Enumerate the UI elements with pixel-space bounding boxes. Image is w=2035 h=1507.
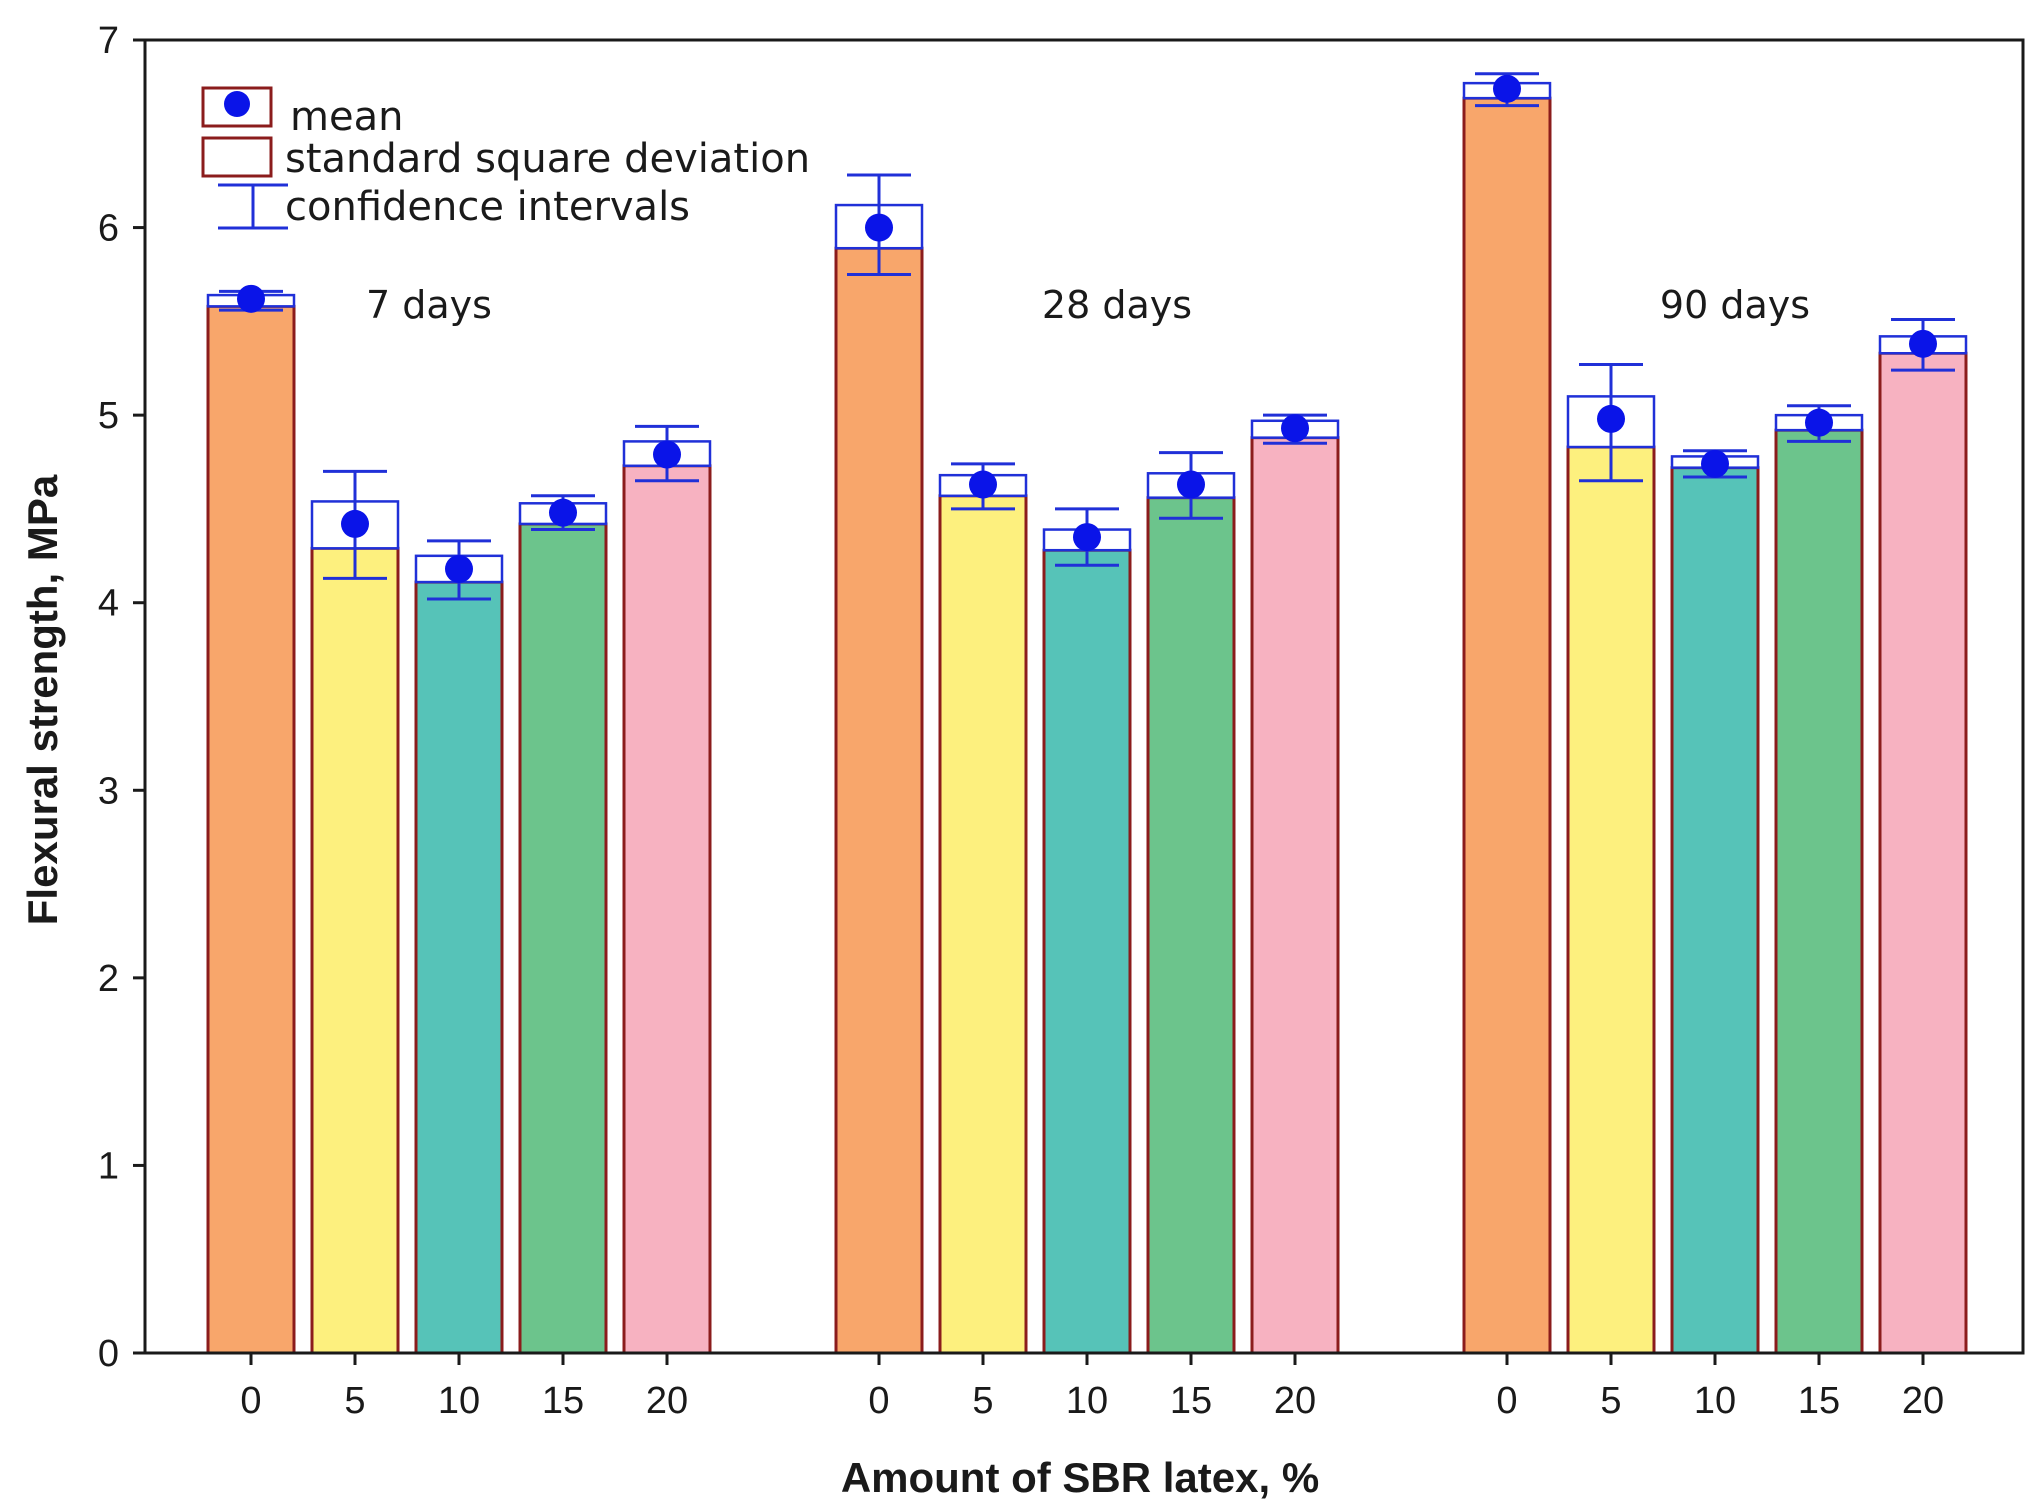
ci-layer	[219, 72, 1955, 601]
legend-sd-label: standard square deviation	[285, 136, 810, 182]
mean-marker-28-days-0	[865, 213, 893, 242]
y-tick-label: 3	[98, 770, 119, 812]
bar-28-days-10	[1042, 548, 1132, 1355]
mean-marker-28-days-15	[1177, 470, 1205, 499]
x-tick-label-28-days-0: 0	[868, 1380, 889, 1422]
x-tick-label-28-days-20: 20	[1274, 1380, 1316, 1422]
x-axis-title: Amount of SBR latex, %	[841, 1454, 1319, 1501]
y-tick-label: 4	[98, 583, 119, 625]
y-tick-label: 1	[98, 1145, 119, 1187]
x-tick-label-28-days-5: 5	[972, 1380, 993, 1422]
bar-7-days-15	[518, 522, 608, 1355]
y-tick-label: 0	[98, 1333, 119, 1375]
bars-layer	[206, 96, 1968, 1355]
bar-90-days-5	[1566, 445, 1656, 1355]
bar-90-days-10	[1670, 466, 1760, 1355]
x-tick-label-7-days-10: 10	[438, 1380, 480, 1422]
y-tick-label: 6	[98, 208, 119, 250]
bar-28-days-5	[938, 494, 1028, 1355]
marker-layer	[237, 74, 1937, 583]
mean-marker-90-days-15	[1805, 408, 1833, 437]
y-axis: 0 1 2 3 4 5 6 7	[98, 20, 145, 1375]
mean-marker-90-days-10	[1701, 449, 1729, 478]
mean-marker-90-days-5	[1597, 404, 1625, 433]
mean-marker-7-days-20	[653, 440, 681, 469]
legend-mean-marker	[224, 91, 250, 117]
y-tick-label: 5	[98, 395, 119, 437]
x-tick-label-90-days-15: 15	[1798, 1380, 1840, 1422]
x-tick-label-90-days-20: 20	[1902, 1380, 1944, 1422]
group-labels: 7 days 28 days 90 days	[366, 283, 1810, 327]
bar-7-days-20	[622, 464, 712, 1355]
mean-marker-7-days-15	[549, 498, 577, 527]
x-tick-label-90-days-5: 5	[1600, 1380, 1621, 1422]
x-tick-label-28-days-10: 10	[1066, 1380, 1108, 1422]
legend: mean standard square deviation confidenc…	[201, 86, 810, 230]
x-tick-label-7-days-20: 20	[646, 1380, 688, 1422]
mean-marker-90-days-20	[1909, 329, 1937, 358]
bar-28-days-0	[834, 246, 924, 1355]
bar-7-days-0	[206, 304, 296, 1355]
group-label-28-days: 28 days	[1042, 283, 1192, 327]
x-tick-label-90-days-0: 0	[1496, 1380, 1517, 1422]
x-tick-label-7-days-5: 5	[344, 1380, 365, 1422]
legend-sd-swatch	[201, 136, 273, 178]
y-tick-label: 2	[98, 958, 119, 1000]
x-tick-label-7-days-0: 0	[240, 1380, 261, 1422]
bar-90-days-0	[1462, 96, 1552, 1355]
bar-7-days-5	[310, 546, 400, 1355]
bar-90-days-15	[1774, 428, 1864, 1355]
bar-28-days-15	[1146, 496, 1236, 1355]
bar-7-days-10	[414, 580, 504, 1355]
x-tick-label-7-days-15: 15	[542, 1380, 584, 1422]
plot-area-frame	[143, 38, 2025, 1355]
mean-marker-28-days-20	[1281, 414, 1309, 443]
mean-marker-7-days-5	[341, 509, 369, 538]
x-tick-label-90-days-10: 10	[1694, 1380, 1736, 1422]
y-tick-label: 7	[98, 20, 119, 62]
mean-marker-28-days-5	[969, 470, 997, 499]
mean-marker-90-days-0	[1493, 74, 1521, 103]
mean-marker-28-days-10	[1073, 523, 1101, 552]
y-axis-title: Flexural strength, MPa	[19, 474, 66, 925]
group-label-90-days: 90 days	[1660, 283, 1810, 327]
bar-90-days-20	[1878, 351, 1968, 1355]
x-tick-label-28-days-15: 15	[1170, 1380, 1212, 1422]
group-label-7-days: 7 days	[366, 283, 492, 327]
x-axis: 0 5 10 15 20 0 5 10 15 20 0 5 10 15 20	[240, 1353, 1944, 1422]
legend-mean-label: mean	[290, 94, 403, 140]
mean-marker-7-days-0	[237, 284, 265, 313]
mean-marker-7-days-10	[445, 554, 473, 583]
bar-28-days-20	[1250, 436, 1340, 1355]
legend-ci-label: confidence intervals	[285, 184, 690, 230]
